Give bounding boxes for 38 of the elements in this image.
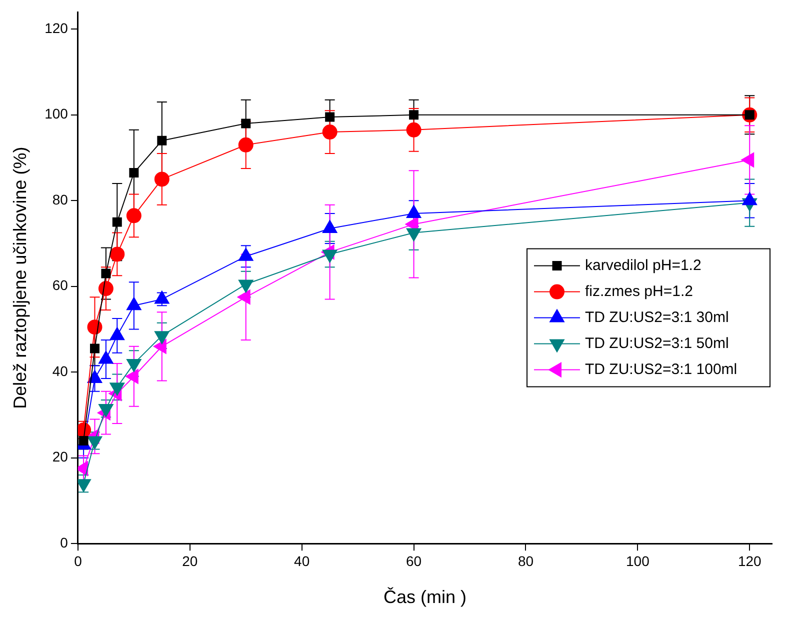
point — [112, 217, 122, 227]
x-tick-label: 80 — [518, 552, 534, 569]
point — [409, 110, 419, 120]
point — [101, 268, 111, 278]
point — [322, 124, 338, 140]
y-tick-label: 60 — [52, 277, 68, 294]
point — [126, 208, 142, 224]
y-tick-label: 120 — [44, 20, 68, 36]
x-tick-label: 120 — [738, 552, 762, 569]
legend-label: TD ZU:US2=3:1 100ml — [585, 360, 738, 378]
x-tick-label: 60 — [406, 552, 422, 569]
x-tick-label: 100 — [626, 552, 650, 569]
y-axis-title: Delež raztopljene učinkovine (%) — [10, 146, 30, 409]
point — [406, 122, 422, 138]
legend-label: TD ZU:US2=3:1 30ml — [585, 308, 729, 326]
point — [129, 168, 139, 178]
point — [154, 172, 170, 187]
legend-label: TD ZU:US2=3:1 50ml — [585, 334, 729, 352]
x-axis-title: Čas (min ) — [383, 587, 466, 608]
y-tick-label: 100 — [44, 106, 68, 122]
point — [110, 246, 125, 262]
point — [90, 344, 100, 354]
x-tick-label: 0 — [74, 552, 82, 569]
y-tick-label: 20 — [52, 448, 68, 465]
legend-label: karvedilol pH=1.2 — [585, 256, 702, 274]
point — [238, 137, 254, 152]
y-tick-label: 80 — [52, 191, 68, 208]
point — [241, 118, 251, 128]
point — [98, 281, 114, 296]
point — [87, 320, 102, 335]
y-tick-label: 40 — [52, 362, 68, 379]
x-tick-label: 20 — [182, 552, 198, 569]
point — [325, 112, 335, 122]
x-tick-label: 40 — [294, 552, 310, 569]
legend-label: fiz.zmes pH=1.2 — [585, 282, 693, 300]
point — [78, 436, 88, 446]
y-tick-label: 0 — [60, 534, 68, 550]
point — [157, 136, 167, 146]
